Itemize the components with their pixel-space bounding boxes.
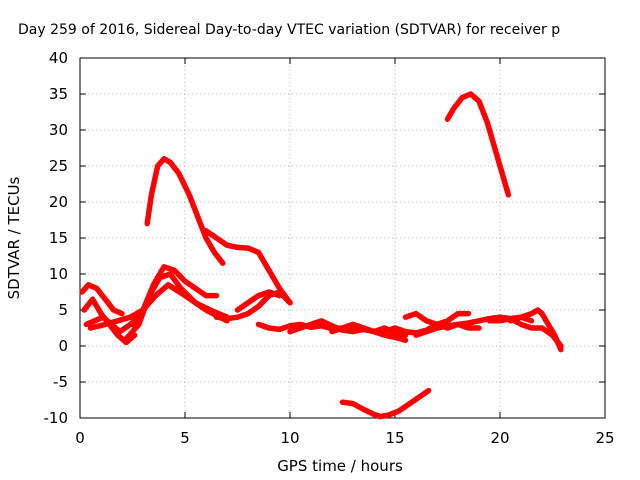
y-tick-label: 30 — [49, 121, 68, 139]
plot-frame — [79, 57, 606, 419]
y-tick-label: 35 — [49, 85, 68, 103]
y-tick-label: 10 — [49, 265, 68, 283]
series-arc-mid-2 — [234, 289, 283, 313]
x-tick-label: 10 — [280, 429, 299, 447]
y-tick-label: -10 — [44, 409, 69, 427]
y-tick-label: -5 — [53, 373, 68, 391]
chart-title: Day 259 of 2016, Sidereal Day-to-day VTE… — [18, 22, 560, 38]
series-layer — [79, 91, 564, 420]
series-arc-mid-4 — [287, 318, 409, 343]
series-arc-mid-5 — [329, 321, 409, 338]
series-arc-high-morning — [144, 156, 226, 266]
y-axis-ticks: -10 -5 0 5 10 15 20 25 30 35 40 — [44, 49, 605, 427]
series-arc-early-1 — [79, 282, 125, 317]
x-tick-label: 5 — [180, 429, 190, 447]
x-tick-label: 0 — [75, 429, 85, 447]
y-tick-label: 20 — [49, 193, 68, 211]
y-axis-label: SDTVAR / TECUs — [5, 176, 23, 299]
series-arc-peak-2 — [123, 271, 230, 342]
y-tick-label: 15 — [49, 229, 68, 247]
y-tick-label: 40 — [49, 49, 68, 67]
series-arc-high-evening — [444, 91, 512, 198]
x-axis-label: GPS time / hours — [277, 457, 403, 475]
series-arc-peak-3 — [87, 282, 230, 331]
y-tick-label: 0 — [58, 337, 68, 355]
y-tick-label: 5 — [58, 301, 68, 319]
y-tick-label: 25 — [49, 157, 68, 175]
series-arc-shoulder — [203, 228, 293, 306]
x-axis-ticks: 0 5 10 15 20 25 — [75, 58, 615, 447]
grid-layer — [80, 58, 605, 418]
series-arc-negative — [339, 387, 432, 420]
x-tick-label: 15 — [385, 429, 404, 447]
x-tick-label: 20 — [490, 429, 509, 447]
series-arc-late-5 — [507, 307, 564, 353]
x-tick-label: 25 — [595, 429, 614, 447]
